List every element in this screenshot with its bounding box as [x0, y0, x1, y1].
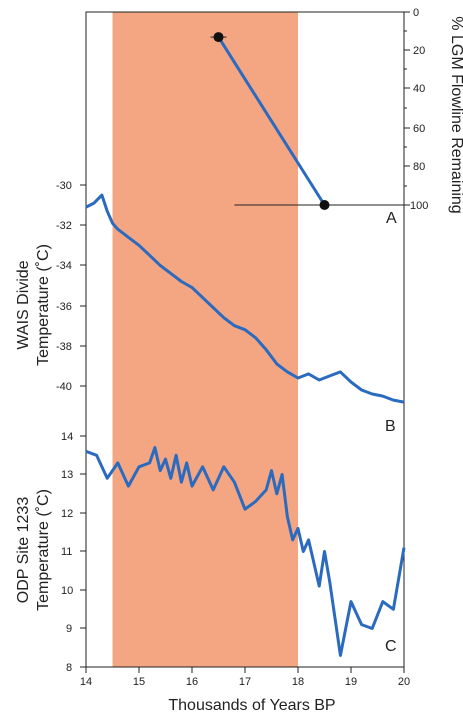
series-line-panel-a	[217, 36, 326, 206]
right-tick-label: 80	[413, 161, 425, 173]
right-tick-label: 60	[413, 123, 425, 135]
data-marks	[85, 32, 406, 657]
x-axis-title: Thousands of Years BP	[168, 697, 335, 714]
left-bottom-tick-label: 12	[61, 508, 73, 520]
left-top-tick-label: -32	[56, 220, 72, 232]
x-tick-label: 14	[80, 676, 92, 688]
x-tick-label: 18	[292, 676, 304, 688]
series-line-panel-b	[85, 193, 405, 404]
x-tick-label: 19	[345, 676, 357, 688]
panel-label-c: C	[385, 638, 397, 655]
x-axis-ticks	[85, 667, 405, 673]
left-top-tick-label: -40	[56, 381, 72, 393]
left-bottom-axis-title: Temperature (˚C)	[35, 489, 52, 611]
left-bottom-tick-label: 9	[66, 623, 72, 635]
left-bottom-tick-label: 11	[61, 546, 72, 558]
series-line-panel-c	[85, 446, 406, 657]
left-top-tick-label: -30	[56, 180, 72, 192]
left-top-tick-label: -36	[56, 301, 72, 313]
left-top-tick-label: -34	[56, 260, 72, 272]
data-point	[319, 200, 330, 210]
left-bottom-tick-label: 8	[66, 662, 72, 674]
right-tick-label: 40	[413, 83, 425, 95]
x-tick-label: 15	[133, 676, 145, 688]
left-bottom-axis-title: ODP Site 1233	[15, 497, 32, 604]
x-tick-label: 17	[239, 676, 251, 688]
left-top-axis-ticks	[80, 184, 86, 387]
panel-label-a: A	[386, 210, 397, 227]
left-top-tick-label: -38	[56, 341, 72, 353]
left-top-axis-title: WAIS Divide	[15, 260, 32, 349]
left-top-axis-title: Temperature (˚C)	[35, 244, 52, 366]
x-tick-label: 16	[186, 676, 198, 688]
left-bottom-tick-label: 13	[61, 469, 73, 481]
right-tick-label: 20	[413, 45, 425, 57]
left-bottom-axis-ticks	[80, 435, 86, 668]
left-bottom-tick-label: 14	[61, 431, 73, 443]
x-tick-label: 20	[398, 676, 410, 688]
right-tick-label: 0	[413, 7, 419, 19]
panel-label-b: B	[385, 418, 396, 435]
shaded-interval	[112, 12, 298, 667]
right-axis-ticks	[404, 11, 410, 206]
right-axis-title: % LGM Flowline Remaining	[448, 16, 463, 213]
data-point	[213, 32, 224, 43]
left-bottom-tick-label: 10	[61, 585, 73, 597]
right-tick-label: 100	[410, 200, 428, 212]
